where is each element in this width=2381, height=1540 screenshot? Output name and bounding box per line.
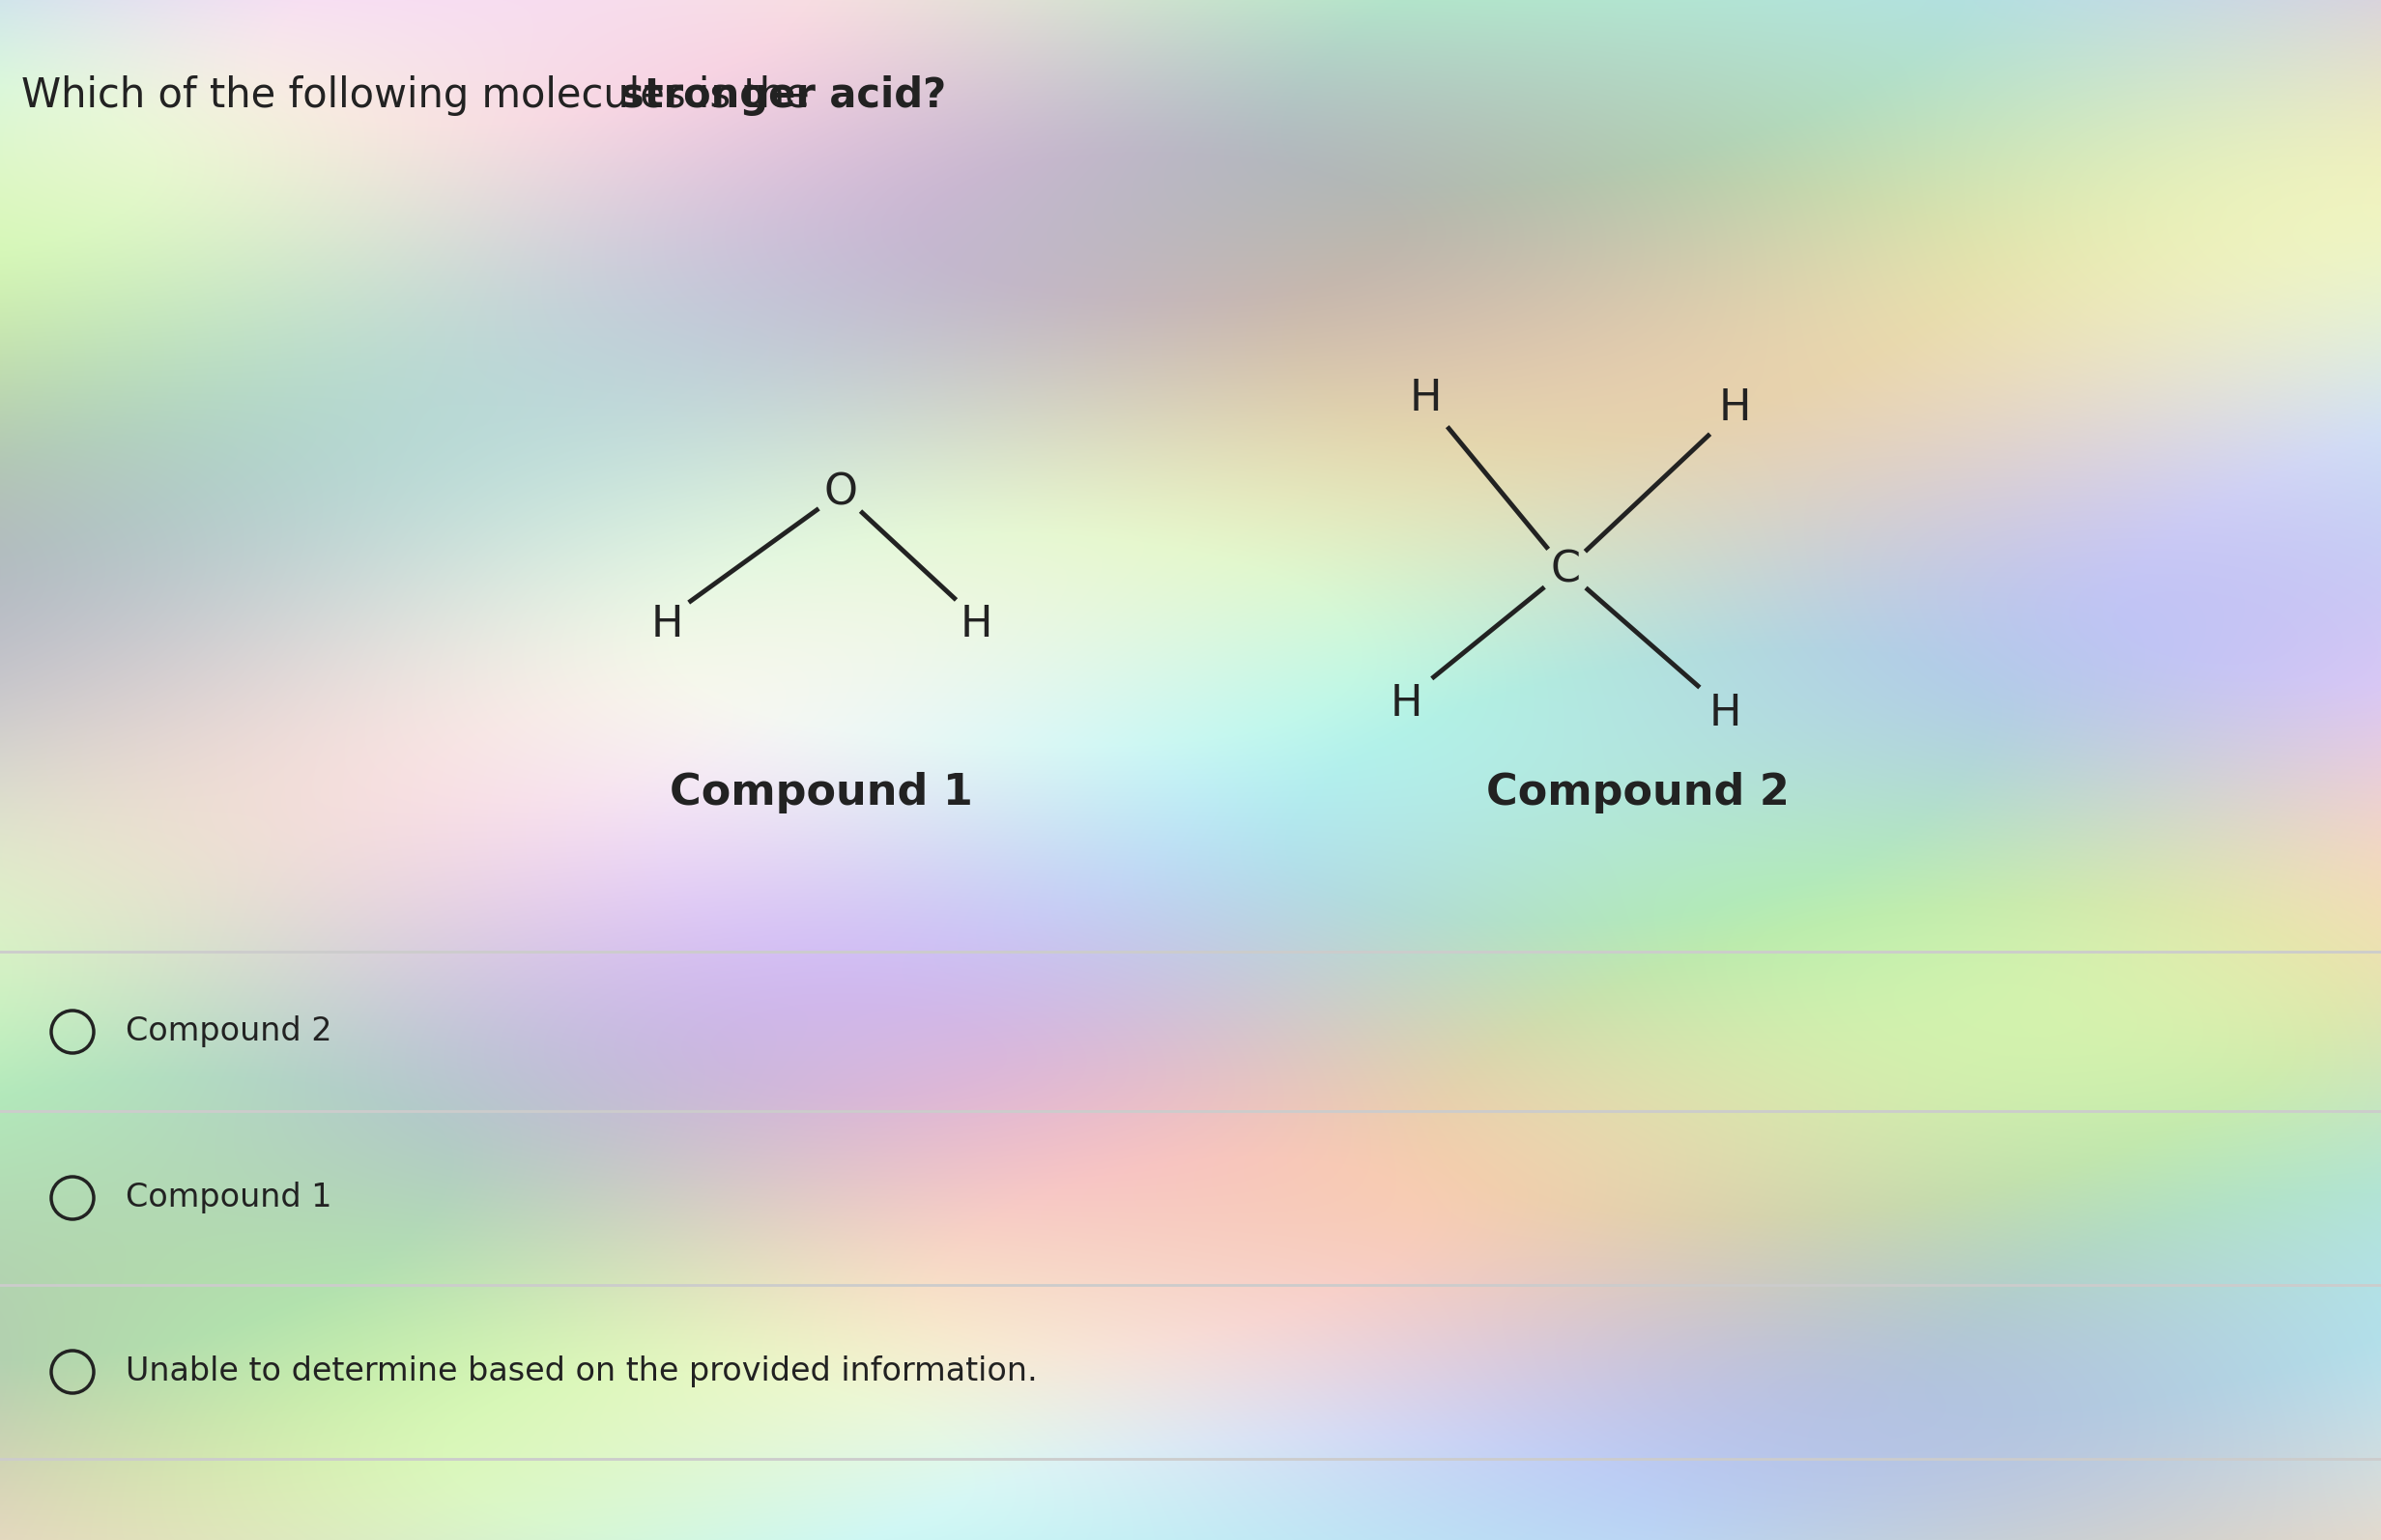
Text: H: H: [1719, 387, 1750, 428]
Text: H: H: [1391, 682, 1421, 724]
Text: stronger acid?: stronger acid?: [621, 75, 945, 116]
Text: Compound 2: Compound 2: [1486, 772, 1791, 813]
Text: H: H: [1410, 377, 1441, 419]
Text: H: H: [960, 604, 993, 645]
Text: O: O: [824, 471, 857, 513]
Text: H: H: [1710, 691, 1741, 733]
Text: Compound 1: Compound 1: [126, 1183, 331, 1214]
Text: Compound 1: Compound 1: [669, 772, 974, 813]
Text: H: H: [650, 604, 683, 645]
Text: C: C: [1550, 550, 1581, 591]
Text: Which of the following molecules is the: Which of the following molecules is the: [21, 75, 821, 116]
Text: Compound 2: Compound 2: [126, 1016, 331, 1047]
Text: Unable to determine based on the provided information.: Unable to determine based on the provide…: [126, 1355, 1038, 1388]
